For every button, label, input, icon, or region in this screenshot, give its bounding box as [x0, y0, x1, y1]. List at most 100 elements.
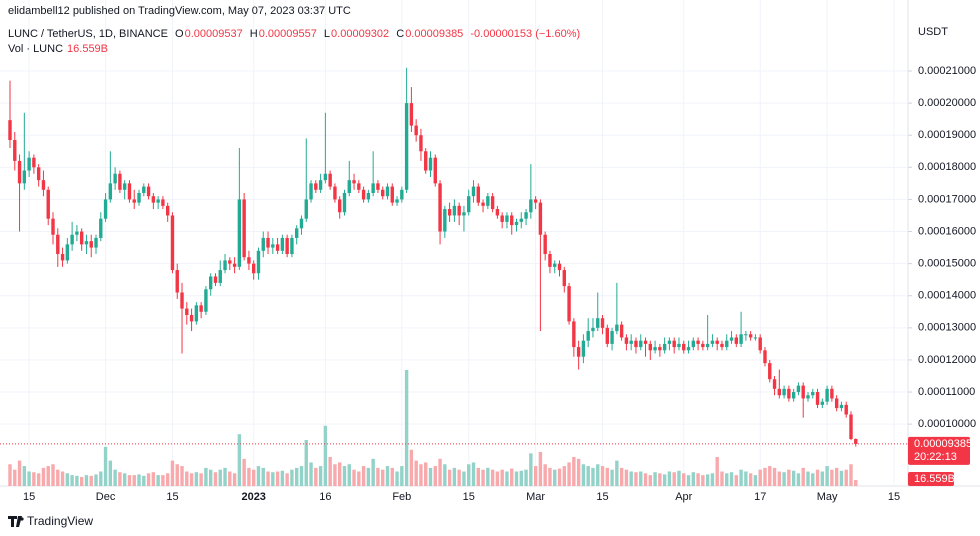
candle-body: [753, 337, 758, 339]
candle-body: [271, 244, 275, 248]
candle-body: [677, 343, 681, 348]
volume-bar: [686, 475, 691, 486]
candle-body: [729, 337, 734, 341]
volume-bar: [256, 466, 261, 486]
candle-body: [8, 120, 12, 141]
close-value: 0.00009385: [405, 28, 464, 40]
candle-body: [763, 350, 767, 364]
open-value: 0.00009537: [184, 28, 243, 40]
volume-bar: [772, 467, 777, 486]
candles: [8, 67, 858, 447]
volume-bar: [748, 473, 753, 486]
volume-bar: [22, 466, 27, 486]
candle-body: [758, 337, 762, 351]
candle-body: [596, 318, 600, 328]
candle-body: [285, 237, 289, 254]
volume-bar: [510, 468, 514, 486]
candle-body: [619, 324, 624, 338]
candle-body: [849, 414, 853, 440]
volume-bar: [228, 471, 232, 486]
candle-body: [500, 215, 504, 222]
candle-body: [366, 193, 371, 200]
volume-bar: [285, 473, 289, 486]
volume-bar: [371, 458, 375, 486]
candle-body: [772, 379, 777, 389]
candle-body: [185, 308, 189, 315]
volume-bar: [185, 471, 189, 486]
volume-bar: [763, 467, 767, 486]
candle-body: [844, 404, 848, 415]
candle-body: [839, 404, 844, 409]
volume-bar: [361, 466, 366, 486]
candle-body: [567, 286, 571, 322]
volume-bar: [567, 462, 571, 486]
candle-body: [395, 199, 399, 203]
volume-bar: [261, 467, 265, 486]
candle-body: [639, 340, 643, 348]
volume-bar: [146, 473, 151, 486]
volume-bar: [720, 471, 724, 486]
volume-bar: [8, 464, 12, 486]
candle-body: [409, 103, 414, 126]
candle-body: [591, 327, 595, 332]
candle-body: [796, 385, 801, 393]
volume-bar: [280, 470, 285, 486]
volume-bar: [811, 473, 815, 486]
volume-bar: [490, 469, 495, 486]
candle-body: [562, 270, 566, 287]
candle-body: [56, 234, 60, 254]
volume-bar: [777, 471, 782, 486]
volume-bar: [710, 473, 715, 486]
x-tick-label: Feb: [392, 491, 411, 503]
volume-bar: [729, 472, 734, 486]
candle-body: [791, 392, 796, 399]
volume-bar: [514, 471, 519, 486]
candle-body: [834, 398, 839, 409]
candle-body: [572, 321, 576, 348]
candle-body: [705, 343, 710, 348]
volume-bar: [304, 439, 308, 486]
y-tick-label: 0.00019000: [918, 129, 976, 141]
candle-body: [180, 292, 184, 309]
volume-bar: [519, 470, 523, 486]
attribution: elidambell12 published on TradingView.co…: [8, 5, 351, 17]
candle-body: [634, 340, 638, 348]
volume-bar: [99, 471, 103, 486]
candle-body: [519, 218, 523, 222]
candle-body: [113, 173, 117, 184]
volume-bar: [639, 471, 643, 486]
candle-body: [94, 237, 98, 248]
x-tick-label: 15: [23, 491, 35, 503]
volume-bar: [667, 471, 672, 486]
candle-body: [290, 237, 294, 254]
candle-body: [557, 263, 562, 271]
volume-bar: [328, 457, 332, 486]
candle-body: [658, 347, 662, 351]
volume-bar: [390, 467, 394, 486]
candle-body: [553, 263, 557, 267]
last-price-label: 0.00009385: [914, 438, 972, 450]
volume-bar: [830, 469, 834, 486]
candle-body: [251, 263, 256, 274]
candle-body: [280, 237, 285, 251]
volume-bar: [318, 466, 323, 486]
volume-bar: [844, 469, 848, 486]
volume-bar: [366, 467, 371, 486]
candle-body: [820, 401, 825, 405]
candle-body: [175, 270, 179, 293]
volume-bar: [338, 462, 342, 486]
volume-bar: [691, 472, 696, 486]
candle-body: [471, 186, 476, 197]
x-tick-label: May: [817, 491, 838, 503]
x-tick-label: 2023: [241, 491, 265, 503]
candle-body: [161, 199, 165, 206]
y-tick-label: 0.00017000: [918, 193, 976, 205]
candle-body: [295, 228, 299, 238]
candle-body: [610, 331, 614, 344]
volume-bar: [194, 472, 199, 486]
volume-title: Vol · LUNC: [8, 43, 64, 55]
candle-body: [142, 186, 146, 194]
candle-body: [361, 189, 366, 200]
legend-letter: L: [323, 28, 331, 40]
volume-bar: [452, 467, 457, 486]
